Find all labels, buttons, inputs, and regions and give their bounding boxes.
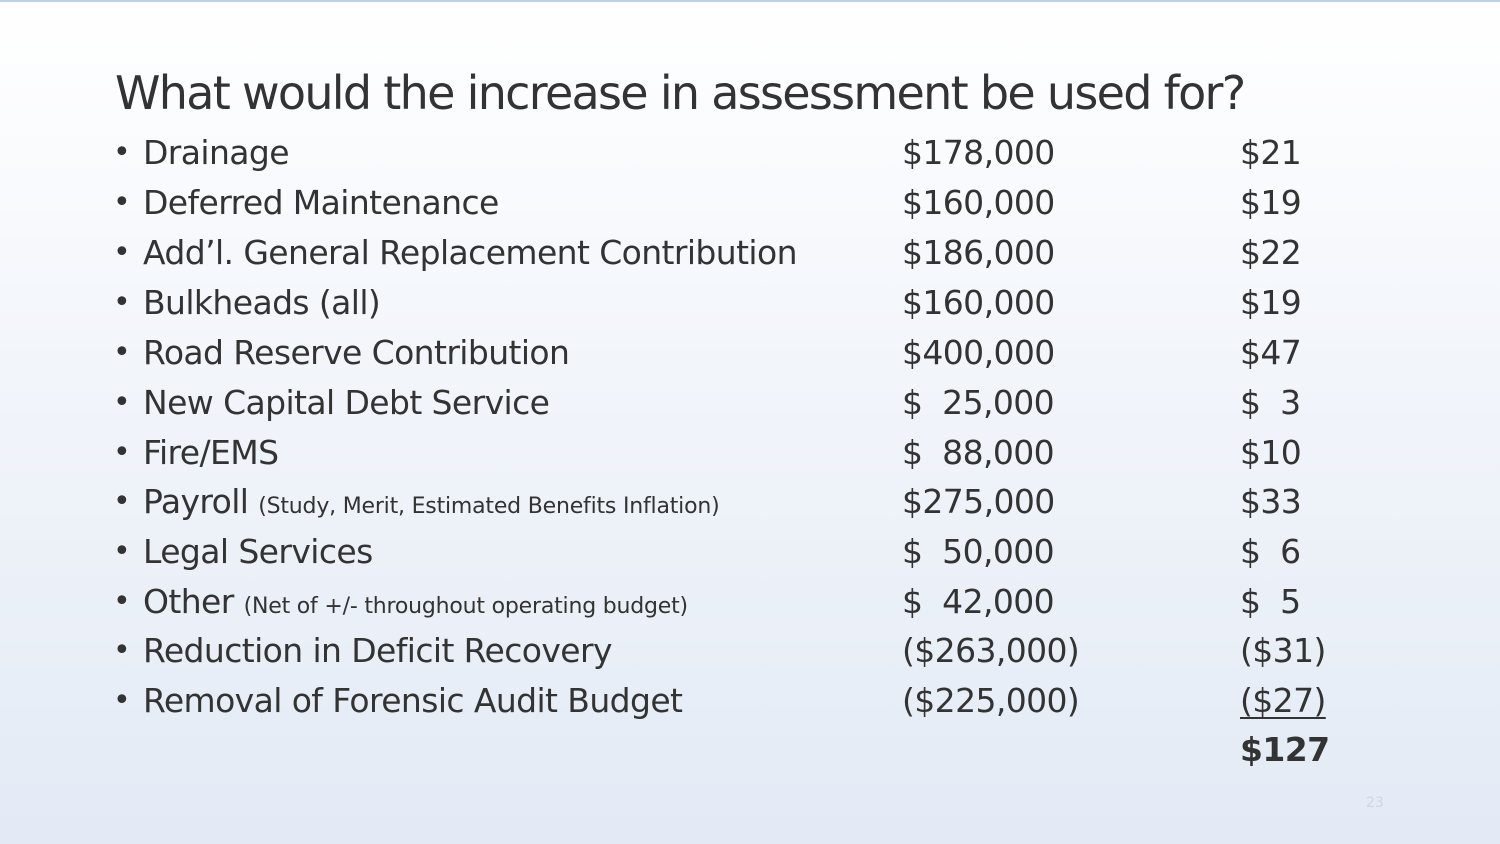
item-label: Add’l. General Replacement Contribution <box>143 228 797 283</box>
item-per-unit: $47 <box>1240 333 1302 372</box>
item-amount: $ 42,000 <box>902 582 1055 621</box>
list-item: • Legal Services $ 50,000 $ 6 <box>0 527 1500 577</box>
bullet-icon: • <box>113 633 131 668</box>
item-note: (Net of +/- throughout operating budget) <box>243 594 689 619</box>
page-number: 23 <box>1366 795 1384 811</box>
bullet-icon: • <box>113 484 131 519</box>
item-per-unit: $ 5 <box>1240 582 1301 621</box>
item-label-text: Add’l. General Replacement Contribution <box>143 233 797 272</box>
item-per-unit: $19 <box>1240 183 1302 222</box>
item-amount: $275,000 <box>902 482 1055 521</box>
bullet-icon: • <box>113 584 131 619</box>
item-per-unit: ($27) <box>1240 681 1326 720</box>
item-label: Other (Net of +/- throughout operating b… <box>143 577 688 632</box>
item-label: Road Reserve Contribution <box>143 328 570 383</box>
item-label-text: Fire/EMS <box>143 433 279 472</box>
total-per-unit: $127 <box>1240 730 1330 769</box>
list-item: • Payroll (Study, Merit, Estimated Benef… <box>0 477 1500 527</box>
item-amount: $ 25,000 <box>902 383 1055 422</box>
bullet-icon: • <box>113 385 131 420</box>
item-label-text: Drainage <box>143 133 290 172</box>
item-label: Fire/EMS <box>143 428 279 483</box>
item-label-text: Road Reserve Contribution <box>143 333 570 372</box>
item-label-text: Removal of Forensic Audit Budget <box>143 681 683 720</box>
top-rule <box>0 0 1500 2</box>
item-label: Removal of Forensic Audit Budget <box>143 676 683 731</box>
list-item: • Fire/EMS $ 88,000 $10 <box>0 428 1500 478</box>
list-item: • Road Reserve Contribution $400,000 $47 <box>0 328 1500 378</box>
bullet-icon: • <box>113 335 131 370</box>
bullet-icon: • <box>113 534 131 569</box>
item-per-unit: $22 <box>1240 233 1302 272</box>
item-amount: $ 88,000 <box>902 433 1055 472</box>
item-amount: $160,000 <box>902 283 1055 322</box>
item-amount: ($225,000) <box>902 681 1080 720</box>
item-per-unit: ($31) <box>1240 631 1326 670</box>
item-note: (Study, Merit, Estimated Benefits Inflat… <box>258 494 720 519</box>
list-item: • Deferred Maintenance $160,000 $19 <box>0 178 1500 228</box>
bullet-icon: • <box>113 185 131 220</box>
list-item: • Drainage $178,000 $21 <box>0 128 1500 178</box>
bullet-icon: • <box>113 435 131 470</box>
slide-title: What would the increase in assessment be… <box>115 66 1246 120</box>
item-label-text: Payroll <box>143 482 249 521</box>
item-label: Drainage <box>143 128 290 183</box>
item-per-unit: $33 <box>1240 482 1302 521</box>
item-label: Deferred Maintenance <box>143 178 499 233</box>
bullet-icon: • <box>113 285 131 320</box>
item-label: New Capital Debt Service <box>143 378 550 433</box>
list-item: • Other (Net of +/- throughout operating… <box>0 577 1500 627</box>
item-per-unit: $21 <box>1240 133 1302 172</box>
item-amount: $400,000 <box>902 333 1055 372</box>
item-per-unit: $ 6 <box>1240 532 1301 571</box>
list-item: • Add’l. General Replacement Contributio… <box>0 228 1500 278</box>
item-per-unit: $19 <box>1240 283 1302 322</box>
item-per-unit: $10 <box>1240 433 1302 472</box>
list-item: • New Capital Debt Service $ 25,000 $ 3 <box>0 378 1500 428</box>
item-label: Payroll (Study, Merit, Estimated Benefit… <box>143 477 720 532</box>
bullet-icon: • <box>113 235 131 270</box>
bullet-icon: • <box>113 135 131 170</box>
item-label: Bulkheads (all) <box>143 278 381 333</box>
item-label-text: New Capital Debt Service <box>143 383 550 422</box>
item-label-text: Deferred Maintenance <box>143 183 499 222</box>
item-label-text: Reduction in Deficit Recovery <box>143 631 612 670</box>
item-amount: $178,000 <box>902 133 1055 172</box>
item-label-text: Bulkheads (all) <box>143 283 381 322</box>
item-per-unit: $ 3 <box>1240 383 1301 422</box>
list-item: • Removal of Forensic Audit Budget ($225… <box>0 676 1500 726</box>
item-amount: ($263,000) <box>902 631 1080 670</box>
item-amount: $160,000 <box>902 183 1055 222</box>
list-item: • Bulkheads (all) $160,000 $19 <box>0 278 1500 328</box>
item-label: Legal Services <box>143 527 373 582</box>
item-label: Reduction in Deficit Recovery <box>143 626 612 681</box>
item-label-text: Other <box>143 582 234 621</box>
bullet-icon: • <box>113 683 131 718</box>
item-label-text: Legal Services <box>143 532 373 571</box>
item-amount: $186,000 <box>902 233 1055 272</box>
item-amount: $ 50,000 <box>902 532 1055 571</box>
list-item: • Reduction in Deficit Recovery ($263,00… <box>0 626 1500 676</box>
